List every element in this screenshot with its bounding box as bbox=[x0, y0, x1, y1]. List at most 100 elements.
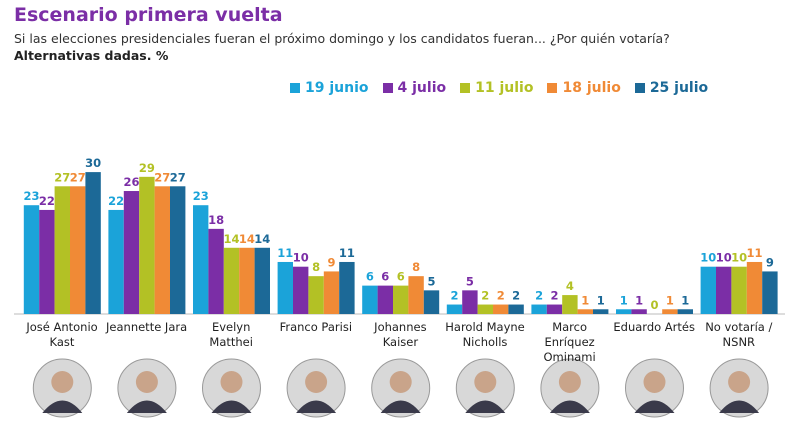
note: Alternativas dadas. % bbox=[14, 48, 169, 63]
bar bbox=[677, 309, 693, 314]
data-label: 10 bbox=[716, 251, 732, 265]
data-label: 10 bbox=[700, 251, 716, 265]
legend-item: 11 julio bbox=[460, 80, 533, 96]
data-label: 18 bbox=[208, 213, 224, 227]
photo-face bbox=[51, 371, 74, 393]
legend-swatch bbox=[547, 83, 558, 93]
bar bbox=[54, 186, 70, 314]
photo-body bbox=[634, 400, 675, 413]
data-label: 9 bbox=[327, 255, 335, 269]
bar bbox=[223, 247, 240, 314]
data-label: 11 bbox=[339, 246, 355, 260]
bar bbox=[423, 290, 440, 314]
bar bbox=[293, 266, 309, 314]
data-label: 8 bbox=[412, 260, 420, 274]
data-label: 27 bbox=[70, 170, 86, 184]
bar bbox=[508, 304, 524, 314]
bar bbox=[323, 271, 340, 314]
data-label: 4 bbox=[566, 279, 574, 293]
bar bbox=[446, 304, 463, 314]
bar bbox=[700, 266, 716, 314]
legend-swatch bbox=[634, 83, 645, 93]
category-label: Jeannette Jara bbox=[106, 320, 188, 334]
category-label: José Antonio Kast bbox=[26, 320, 98, 349]
photo-face bbox=[135, 371, 158, 393]
photo-body bbox=[126, 400, 167, 413]
data-label: 27 bbox=[54, 170, 70, 184]
category-label: Johannes Kaiser bbox=[374, 320, 427, 349]
bar bbox=[731, 266, 747, 314]
legend-label: 19 junio bbox=[305, 80, 369, 96]
bar bbox=[546, 304, 563, 314]
bar bbox=[108, 209, 124, 314]
bar bbox=[239, 247, 255, 314]
data-label: 0 bbox=[650, 298, 658, 312]
data-label: 1 bbox=[681, 293, 689, 307]
category-label: Harold Mayne Nicholls bbox=[445, 320, 525, 349]
data-label: 2 bbox=[535, 289, 543, 303]
bar bbox=[662, 309, 678, 314]
bar bbox=[593, 309, 609, 314]
bar bbox=[616, 309, 632, 314]
data-label: 26 bbox=[123, 175, 139, 189]
legend-item: 4 julio bbox=[382, 80, 446, 96]
data-label: 11 bbox=[746, 246, 762, 260]
data-label: 2 bbox=[481, 289, 489, 303]
bar bbox=[308, 276, 324, 314]
bar bbox=[746, 261, 763, 314]
chart-title: Escenario primera vuelta bbox=[14, 4, 283, 26]
data-label: 1 bbox=[666, 293, 674, 307]
bar bbox=[562, 295, 578, 314]
bar bbox=[154, 186, 170, 314]
data-label: 14 bbox=[254, 232, 270, 246]
photo-face bbox=[643, 371, 666, 393]
data-label: 6 bbox=[366, 270, 374, 284]
data-label: 22 bbox=[39, 194, 55, 208]
bar bbox=[170, 186, 186, 314]
bar bbox=[631, 309, 647, 314]
photo-face bbox=[728, 371, 751, 393]
data-label: 8 bbox=[312, 260, 320, 274]
data-label: 14 bbox=[223, 232, 239, 246]
category-label: Marco Enríquez Ominami bbox=[543, 320, 596, 364]
legend: 19 junio 4 julio 11 julio 18 julio 25 julio bbox=[290, 80, 708, 96]
subtitle: Si las elecciones presidenciales fueran … bbox=[14, 31, 670, 46]
category-label: Franco Parisi bbox=[279, 320, 353, 334]
data-label: 29 bbox=[139, 161, 155, 175]
photo-body bbox=[42, 400, 83, 413]
legend-label: 18 julio bbox=[562, 80, 621, 96]
bar bbox=[477, 304, 493, 314]
data-label: 6 bbox=[381, 270, 389, 284]
photo-body bbox=[380, 400, 421, 413]
bar bbox=[123, 191, 140, 314]
legend-item: 19 junio bbox=[290, 80, 369, 96]
data-label: 5 bbox=[466, 274, 474, 288]
data-label: 10 bbox=[731, 251, 747, 265]
data-label: 23 bbox=[193, 189, 209, 203]
data-label: 2 bbox=[450, 289, 458, 303]
data-label: 1 bbox=[581, 293, 589, 307]
bar bbox=[762, 271, 778, 314]
data-label: 9 bbox=[766, 255, 774, 269]
data-label: 22 bbox=[108, 194, 124, 208]
bar bbox=[254, 247, 270, 314]
bar bbox=[393, 285, 409, 314]
data-label: 10 bbox=[293, 251, 309, 265]
bar bbox=[208, 228, 224, 314]
category-label: Evelyn Matthei bbox=[209, 320, 253, 349]
legend-swatch bbox=[290, 83, 300, 93]
legend-item: 18 julio bbox=[547, 80, 621, 96]
photo-body bbox=[549, 400, 590, 413]
bar bbox=[377, 285, 393, 314]
bar bbox=[139, 176, 155, 314]
bar bbox=[39, 209, 55, 314]
bar bbox=[193, 205, 209, 314]
bar bbox=[23, 205, 40, 314]
data-label: 23 bbox=[23, 189, 39, 203]
bar bbox=[493, 304, 509, 314]
bar bbox=[577, 309, 593, 314]
photo-face bbox=[220, 371, 243, 393]
bar bbox=[716, 266, 732, 314]
photo-face bbox=[305, 371, 328, 393]
